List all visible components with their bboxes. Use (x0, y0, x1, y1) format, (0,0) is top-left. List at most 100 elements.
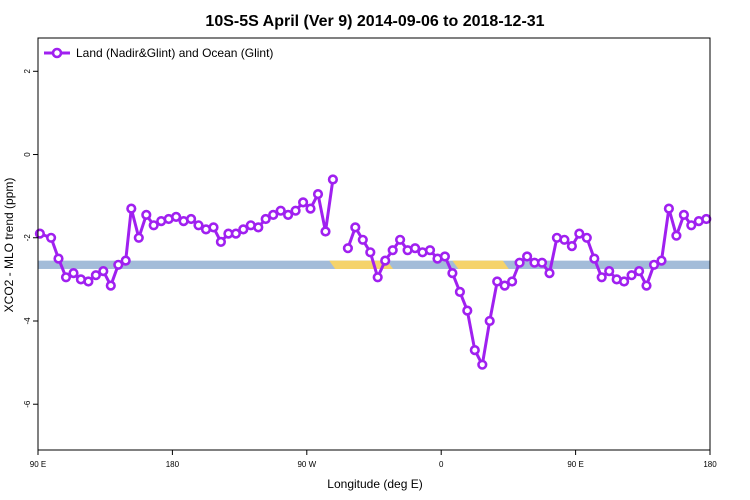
data-point (424, 245, 436, 256)
data-point (90, 270, 101, 281)
y-axis-ticks: 2 0 -2 -4 -6 (23, 69, 38, 408)
data-point (350, 222, 361, 233)
data-point (604, 266, 615, 277)
data-point (113, 259, 124, 270)
y-tick-label: -2 (23, 234, 32, 242)
data-point (60, 272, 72, 283)
data-point (581, 232, 592, 243)
data-point (141, 209, 152, 220)
data-point (574, 228, 585, 239)
data-point (268, 209, 279, 220)
plot-frame (37, 37, 711, 451)
data-point (275, 205, 286, 216)
data-point (357, 234, 368, 245)
data-point (462, 305, 473, 316)
data-point (327, 174, 339, 185)
chart-title: 10S-5S April (Ver 9) 2014-09-06 to 2018-… (205, 13, 544, 30)
data-point (238, 224, 249, 235)
data-point (186, 213, 197, 225)
data-point (656, 255, 667, 266)
y-axis-label: XCO2 - MLO trend (ppm) (2, 178, 16, 313)
data-point (521, 251, 533, 262)
data-point (439, 251, 451, 262)
x-tick-label: 90 W (297, 460, 316, 469)
data-point (454, 286, 466, 298)
data-point (641, 280, 652, 291)
x-tick-label: 90 E (30, 460, 46, 469)
series-line-0-1 (346, 207, 707, 367)
data-point (230, 228, 241, 239)
data-point (126, 203, 137, 214)
data-point (499, 280, 510, 291)
data-point (365, 247, 376, 258)
data-point (372, 272, 383, 283)
legend: Land (Nadir&Glint) and Ocean (Glint) (44, 46, 273, 60)
data-point (506, 276, 518, 287)
data-point (342, 243, 354, 254)
data-point (596, 272, 607, 283)
data-point (469, 345, 480, 356)
data-point (566, 241, 578, 252)
data-point (633, 266, 645, 277)
data-point (447, 268, 458, 279)
x-tick-label: 90 E (567, 460, 583, 469)
data-point (477, 359, 488, 370)
data-point (283, 209, 294, 220)
data-point (544, 268, 555, 279)
x-axis-label: Longitude (deg E) (327, 477, 422, 491)
y-tick-label: 0 (23, 152, 32, 157)
data-point (98, 266, 109, 277)
data-point (53, 253, 64, 264)
data-point (215, 236, 226, 247)
data-point (105, 280, 116, 291)
data-point (260, 213, 271, 225)
data-point (120, 255, 131, 266)
data-point (701, 213, 712, 225)
data-point (253, 222, 264, 233)
x-axis-ticks: 90 E 180 90 W 0 90 E 180 (30, 450, 717, 469)
data-point (671, 230, 682, 241)
data-point (663, 203, 675, 214)
data-point (618, 276, 630, 287)
data-point (559, 234, 570, 245)
data-point (68, 268, 79, 279)
data-point (686, 220, 697, 231)
data-point (410, 243, 421, 254)
data-point (305, 203, 316, 214)
data-point (387, 245, 398, 256)
y-tick-label: 2 (23, 69, 32, 74)
data-point (83, 276, 94, 287)
x-tick-label: 180 (703, 460, 717, 469)
data-point (34, 228, 46, 239)
data-point (320, 226, 331, 237)
x-tick-label: 0 (439, 460, 444, 469)
data-point (298, 197, 309, 208)
data-point (148, 220, 159, 231)
x-tick-label: 180 (166, 460, 180, 469)
data-point (648, 259, 660, 270)
band-land-1 (452, 260, 509, 269)
legend-label: Land (Nadir&Glint) and Ocean (Glint) (76, 46, 273, 60)
data-point (589, 253, 600, 264)
y-tick-label: -4 (23, 317, 32, 325)
data-point (171, 211, 182, 222)
data-point (395, 234, 406, 245)
data-point (133, 232, 144, 243)
data-point (492, 276, 503, 287)
legend-marker (51, 47, 63, 59)
data-point (208, 222, 219, 233)
data-point (312, 189, 324, 200)
data-point (380, 255, 391, 266)
data-point (45, 232, 57, 243)
data-point (484, 315, 495, 327)
data-point (678, 209, 690, 220)
data-point (626, 270, 637, 281)
data-point (193, 220, 204, 231)
data-point (536, 257, 548, 268)
y-tick-label: -6 (23, 400, 32, 408)
data-point (514, 257, 525, 268)
series-layer (34, 174, 712, 370)
series-line-0-0 (39, 179, 335, 288)
data-point (290, 205, 301, 216)
